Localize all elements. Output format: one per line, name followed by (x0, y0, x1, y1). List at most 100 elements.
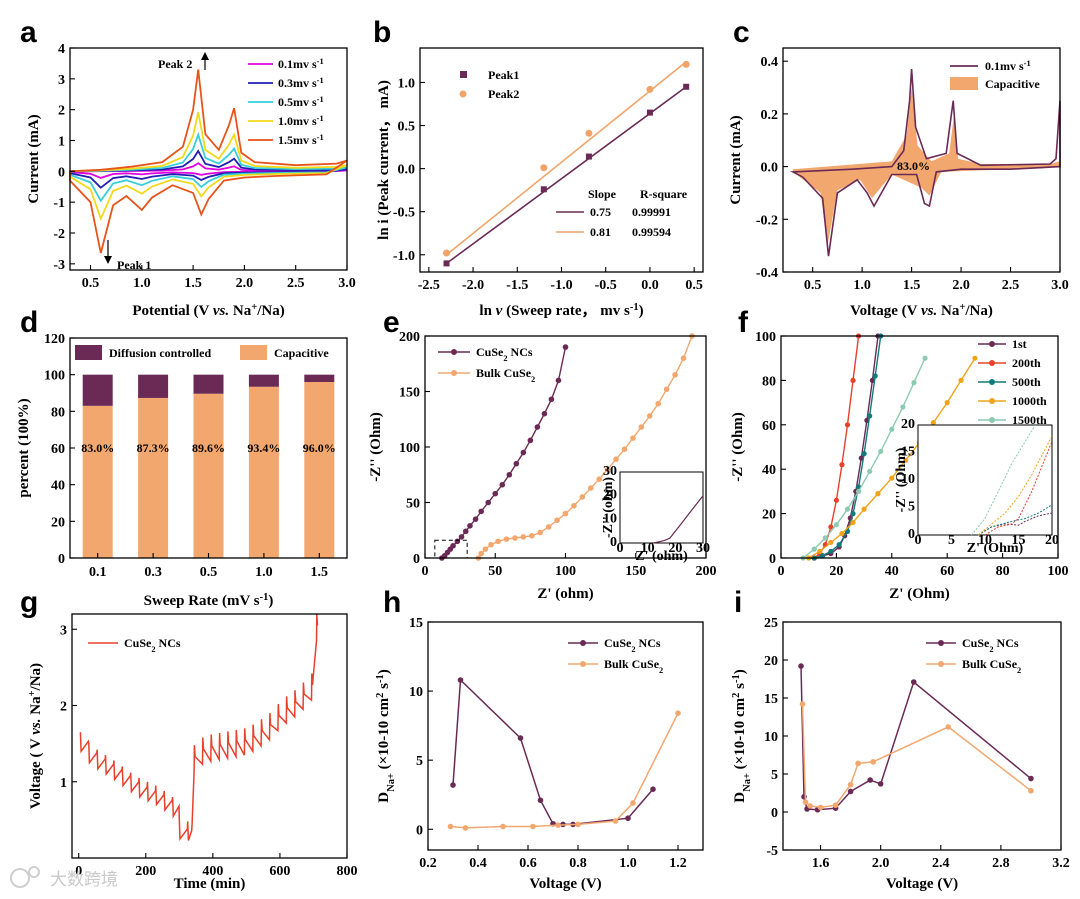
plot-frame (782, 621, 1062, 851)
gitt-curve (79, 613, 319, 842)
bar-capacitive (304, 382, 335, 558)
x-tick-label: 800 (337, 864, 358, 879)
table-slope-value: 0.81 (590, 225, 611, 239)
inset-x-tick-label: 10 (978, 533, 992, 548)
panel-letter: e (383, 306, 400, 339)
nyquist-point (534, 424, 541, 430)
inset-x-tick-label: 15 (1012, 533, 1026, 548)
nyquist-point (811, 546, 817, 552)
x-axis-label: Potential (V vs. Na+/Na) (132, 302, 284, 320)
panel-letter: a (20, 16, 37, 49)
peak2-point (585, 129, 593, 137)
diffusion-line-1 (450, 712, 679, 829)
x-tick-label: -1.5 (506, 278, 528, 293)
peak2-point (682, 60, 690, 68)
diffusion-point (457, 677, 464, 683)
x-tick-label: 0.1 (89, 565, 107, 580)
inset-x-tick-label: 30 (696, 541, 710, 556)
diffusion-line-0 (800, 666, 1032, 811)
diffusion-point (832, 802, 839, 808)
nyquist-point (587, 485, 594, 491)
diffusion-point (867, 777, 873, 783)
y-tick-label: 120 (44, 332, 65, 347)
y-tick-label: 0.0 (761, 161, 779, 176)
nyquist-point (454, 538, 461, 545)
x-tick-label: 0.0 (641, 278, 659, 293)
nyquist-point (828, 548, 834, 554)
legend-label: 1500th (1012, 413, 1047, 427)
bar-label: 89.6% (192, 441, 225, 455)
inset-y-tick-label: 20 (603, 488, 617, 503)
inset-y-tick-label: 0 (908, 527, 915, 542)
bar-diffusion (193, 374, 224, 394)
nyquist-point (554, 517, 560, 524)
y-tick-label: 40 (762, 463, 776, 478)
bar-diffusion (82, 374, 113, 406)
nyquist-point (545, 524, 552, 530)
nyquist-point (833, 522, 840, 528)
y-tick-label: 0 (416, 823, 423, 838)
y-tick-label: 5 (416, 754, 423, 769)
diffusion-point (537, 797, 544, 804)
nyquist-line-1 (477, 335, 693, 559)
nyquist-point (828, 539, 834, 546)
nyquist-point (571, 503, 577, 509)
y-tick-label: 0 (771, 806, 778, 821)
x-tick-label: 1.0 (619, 856, 637, 871)
capacitive-percent: 83.0% (897, 159, 930, 173)
nyquist-point (972, 355, 978, 361)
nyquist-point (844, 422, 851, 428)
diffusion-point (630, 800, 636, 806)
nyquist-point (817, 548, 823, 554)
legend-label: CuSe2 NCs (962, 636, 1019, 654)
bar-label: 83.0% (81, 441, 114, 455)
watermark: 大数跨境 (10, 866, 118, 890)
legend-marker (938, 661, 944, 667)
y-tick-label: 20 (764, 654, 778, 669)
y-tick-label: 10 (409, 685, 423, 700)
nyquist-point (462, 528, 469, 535)
y-tick-label: -3 (53, 258, 65, 273)
nyquist-point (822, 535, 828, 541)
y-tick-label: 20 (51, 515, 65, 530)
nyquist-point (850, 519, 856, 526)
cv-curve-3 (69, 112, 348, 222)
diffusion-line-1 (801, 704, 1032, 809)
legend-swatch (75, 345, 102, 360)
peak2-point (540, 164, 548, 172)
table-slope-value: 0.75 (590, 205, 611, 219)
x-tick-label: 0.5 (685, 278, 703, 293)
x-tick-label: 0 (778, 564, 785, 579)
x-tick-label: -0.5 (595, 278, 617, 293)
diffusion-point (517, 735, 524, 741)
inset-curve-3 (977, 435, 1053, 536)
nyquist-point (630, 435, 636, 441)
peak2-point (443, 249, 451, 257)
nyquist-point (596, 476, 603, 482)
legend-swatch (950, 77, 978, 90)
x-tick-label: 400 (202, 864, 223, 879)
y-tick-label: 0.5 (398, 120, 416, 135)
x-tick-label: 0.5 (82, 276, 100, 291)
legend-label: 200th (1012, 356, 1041, 370)
nyquist-point (958, 377, 964, 383)
legend-swatch (459, 90, 467, 98)
x-tick-label: 3.0 (338, 276, 356, 291)
nyquist-point (537, 529, 544, 536)
y-tick-label: 3 (60, 623, 67, 638)
nyquist-point (819, 553, 826, 559)
peak1-point (585, 153, 592, 160)
x-tick-label: 1.5 (311, 565, 329, 580)
inset-y-label: -Z'' (ohm) (601, 477, 616, 538)
nyquist-point (680, 355, 687, 362)
x-tick-label: 3.2 (1052, 856, 1070, 871)
x-tick-label: 600 (269, 864, 290, 879)
inset-x-label: Z' (Ohm) (967, 541, 1024, 556)
watermark-logo-icon (28, 866, 40, 878)
legend-marker (989, 417, 995, 423)
y-tick-label: 100 (399, 441, 420, 456)
y-tick-label: 20 (762, 508, 776, 523)
diffusion-point (910, 679, 917, 685)
y-tick-label: 40 (51, 479, 65, 494)
y-tick-label: 0 (769, 552, 776, 567)
